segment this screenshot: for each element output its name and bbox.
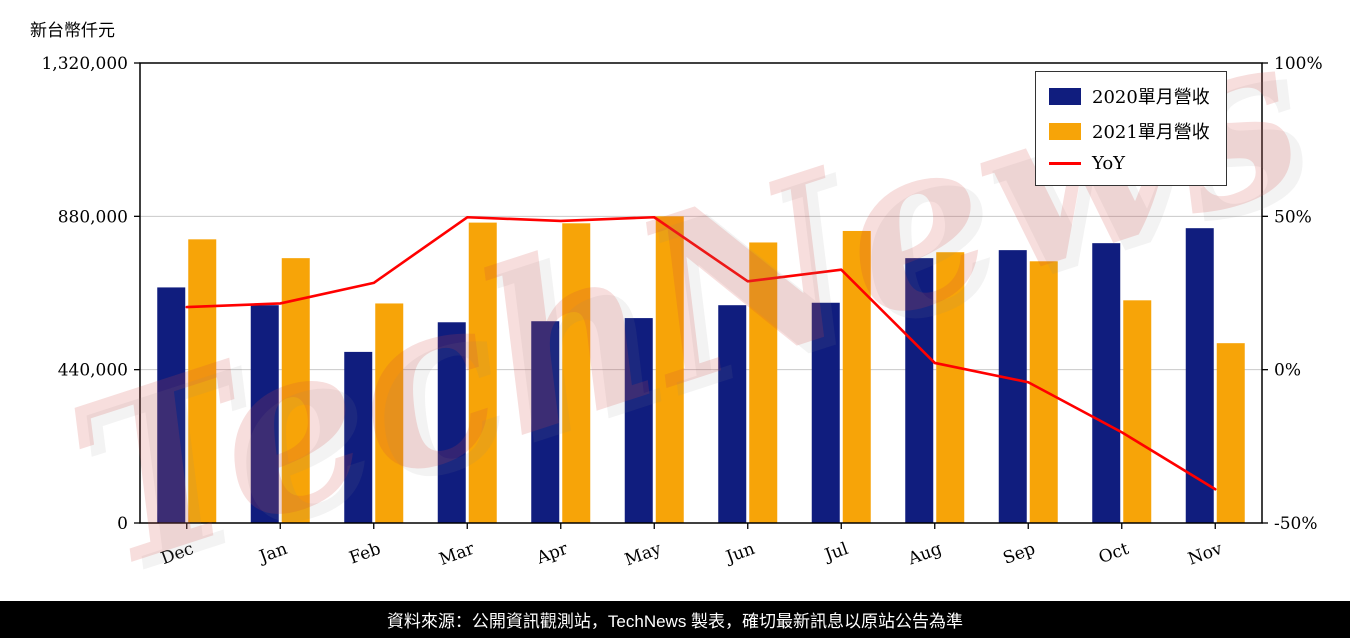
legend-label-2020: 2020單月營收 <box>1092 87 1210 108</box>
legend-item-2021: 2021單月營收 <box>1049 118 1210 144</box>
svg-text:Mar: Mar <box>437 539 478 570</box>
svg-text:0%: 0% <box>1274 361 1301 381</box>
svg-text:Feb: Feb <box>347 539 384 569</box>
right-axis: -50% 0% 50% 100% <box>1262 54 1323 534</box>
source-footer-text: 資料來源：公開資訊觀測站，TechNews 製表，確切最新訊息以原站公告為準 <box>386 612 964 631</box>
bars-2021單月營收 <box>188 216 1245 524</box>
legend-swatch-2021-icon <box>1049 122 1081 140</box>
svg-text:Aug: Aug <box>905 539 945 570</box>
svg-text:50%: 50% <box>1274 207 1312 227</box>
svg-text:1,320,000: 1,320,000 <box>41 54 128 74</box>
svg-text:Jun: Jun <box>722 539 758 568</box>
svg-text:-50%: -50% <box>1274 514 1318 534</box>
svg-text:Dec: Dec <box>158 539 196 569</box>
svg-text:May: May <box>622 539 664 571</box>
svg-text:440,000: 440,000 <box>58 361 128 381</box>
svg-text:Oct: Oct <box>1096 539 1131 568</box>
svg-text:Jan: Jan <box>255 539 290 568</box>
svg-text:Jul: Jul <box>820 539 851 566</box>
chart-legend: 2020單月營收 2021單月營收 YoY <box>1035 71 1227 186</box>
left-axis: 0 440,000 880,000 1,320,000 <box>41 54 140 534</box>
yoy-line <box>185 215 1217 491</box>
svg-text:Nov: Nov <box>1185 539 1225 570</box>
legend-label-yoy: YoY <box>1092 153 1126 174</box>
x-axis: Dec Jan Feb Mar Apr May Jun Jul Aug Sep Oct Nov <box>158 523 1225 570</box>
source-footer: 資料來源：公開資訊觀測站，TechNews 製表，確切最新訊息以原站公告為準 <box>0 601 1350 638</box>
svg-text:Apr: Apr <box>533 539 571 569</box>
legend-swatch-2020-icon <box>1049 87 1081 105</box>
legend-item-yoy: YoY <box>1049 153 1210 174</box>
legend-swatch-yoy-line-icon <box>1049 162 1081 165</box>
legend-item-2020: 2020單月營收 <box>1049 83 1210 109</box>
plot-frame <box>139 62 1263 524</box>
legend-label-2021: 2021單月營收 <box>1092 122 1210 143</box>
svg-text:100%: 100% <box>1274 54 1323 74</box>
gridlines <box>140 215 1262 371</box>
svg-text:0: 0 <box>117 514 128 534</box>
left-axis-unit-label: 新台幣仟元 <box>30 21 115 41</box>
svg-text:Sep: Sep <box>1000 539 1038 569</box>
svg-text:880,000: 880,000 <box>58 207 128 227</box>
revenue-yoy-chart: 0 440,000 880,000 1,320,000 -50% 0% 50% 100% Dec… <box>41 54 1323 570</box>
bars-2020單月營收 <box>157 228 1214 524</box>
